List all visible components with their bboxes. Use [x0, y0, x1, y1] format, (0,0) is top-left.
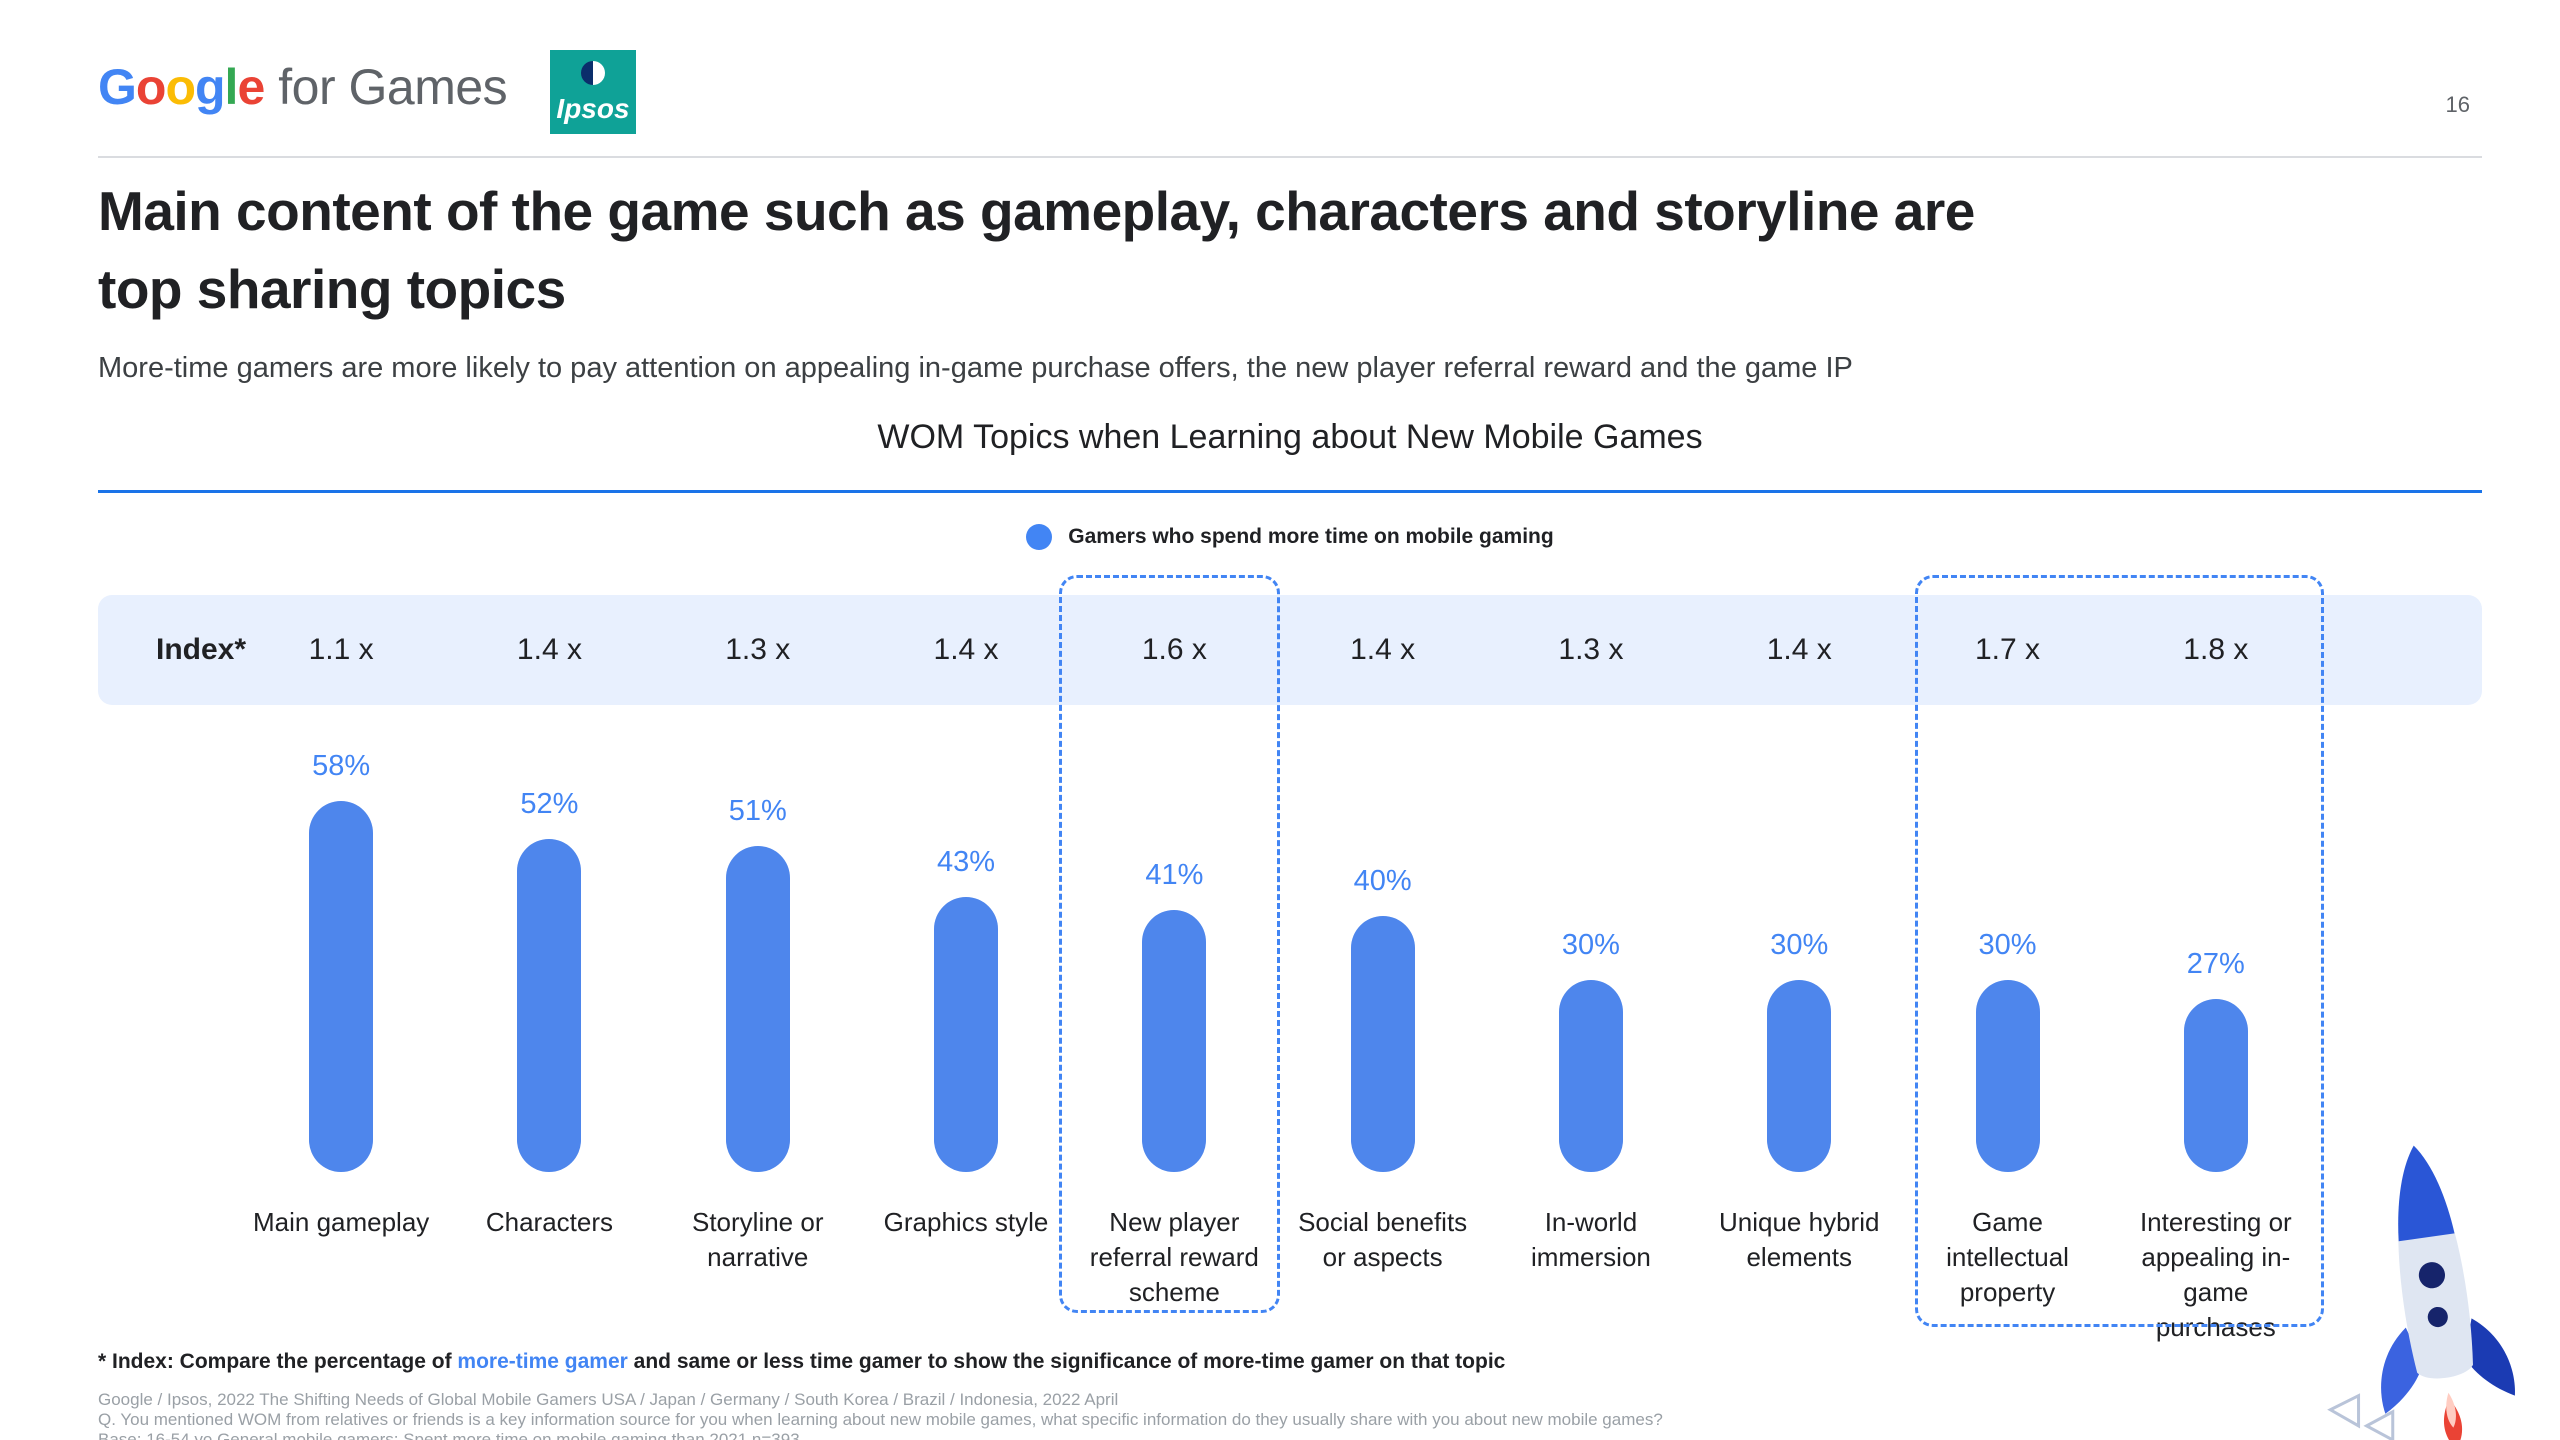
bar-value-label: 52% — [520, 788, 579, 821]
bar — [309, 800, 374, 1172]
source-line: Q. You mentioned WOM from relatives or f… — [98, 1410, 1663, 1429]
bar — [1350, 916, 1415, 1172]
bar-value-label: 58% — [312, 749, 371, 782]
google-for-games-logo: Google for Games — [98, 58, 508, 116]
footnote-prefix: * Index: Compare the percentage of — [98, 1350, 458, 1373]
bar — [1142, 909, 1207, 1172]
source-notes: Google / Ipsos, 2022 The Shifting Needs … — [98, 1390, 1663, 1440]
bar-value-label: 41% — [1145, 858, 1204, 891]
category-label: New player referral reward scheme — [1089, 1207, 1259, 1308]
index-value: 1.8 x — [2183, 633, 2249, 666]
bar — [1767, 980, 1832, 1172]
bar — [2183, 999, 2248, 1172]
bar-column: 52% — [445, 705, 653, 1172]
category-label: Unique hybrid elements — [1719, 1207, 1880, 1273]
page-number: 16 — [2445, 92, 2470, 117]
bar — [934, 896, 999, 1172]
ipsos-logo: Ipsos — [550, 50, 636, 134]
bar-value-label: 40% — [1353, 865, 1412, 897]
highlight-box-ip-and-purchases — [1915, 575, 2324, 1327]
index-value: 1.6 x — [1141, 633, 1207, 666]
bar — [517, 839, 582, 1172]
for-games-label: for Games — [278, 59, 508, 115]
google-letter: G — [98, 59, 137, 115]
page-title: Main content of the game such as gamepla… — [98, 180, 1975, 321]
chart-title-rule — [98, 490, 2482, 493]
index-value: 1.4 x — [1766, 633, 1832, 666]
index-value: 1.3 x — [1558, 633, 1624, 666]
bar-value-label: 30% — [1561, 929, 1620, 961]
ipsos-emblem-icon — [581, 61, 605, 85]
index-value: 1.4 x — [516, 633, 582, 666]
google-letter: o — [135, 59, 167, 115]
index-values-row: 1.1 x 1.4 x 1.3 x 1.4 x 1.6 x 1.4 x 1.3 x 1.4 x… — [237, 595, 2320, 705]
bar-value-label: 43% — [937, 845, 996, 878]
index-value: 1.4 x — [1350, 633, 1416, 666]
bar-column: 30% — [1487, 705, 1695, 1172]
bar-column: 30% — [1903, 705, 2111, 1172]
bar-column: 58% — [237, 705, 445, 1172]
bar — [1975, 980, 2040, 1172]
bar-column: 40% — [1278, 705, 1486, 1172]
index-value: 1.7 x — [1975, 633, 2041, 666]
legend-dot — [1026, 524, 1053, 550]
index-band: Index* 1.1 x 1.4 x 1.3 x 1.4 x 1.6 x 1.4 x 1.3… — [98, 595, 2482, 705]
highlight-box-referral-reward — [1059, 575, 1280, 1313]
index-value: 1.1 x — [308, 633, 374, 666]
category-label: Interesting or appealing in-game purchas… — [2139, 1207, 2292, 1343]
bar-value-label: 27% — [2186, 948, 2245, 981]
bar-value-label: 30% — [1770, 929, 1829, 961]
category-label: Characters — [485, 1207, 614, 1237]
rocket-illustration — [2327, 1145, 2515, 1440]
chart-title: WOM Topics when Learning about New Mobil… — [877, 418, 1703, 456]
bar — [1558, 980, 1623, 1172]
bar-column: 27% — [2112, 705, 2320, 1172]
bar-column: 30% — [1695, 705, 1903, 1172]
chart-plot: 58% 52% 51% 43% 41% 40% 30% 30% 30% 27% — [237, 705, 2320, 1172]
header-divider — [98, 156, 2482, 158]
bar-column: 43% — [862, 705, 1070, 1172]
bar — [725, 845, 790, 1172]
bar-value-label: 30% — [1978, 929, 2037, 961]
ipsos-logo-text: Ipsos — [556, 93, 630, 124]
index-label: Index* — [156, 633, 247, 666]
category-label: Graphics style — [883, 1207, 1049, 1237]
footnote-link: more-time gamer — [457, 1350, 628, 1373]
category-label: In-world immersion — [1530, 1207, 1651, 1273]
google-wordmark: Google — [98, 58, 265, 116]
category-label: Game intellectual property — [1946, 1207, 2069, 1308]
source-line: Google / Ipsos, 2022 The Shifting Needs … — [98, 1390, 1119, 1409]
google-letter: e — [237, 59, 265, 115]
index-footnote: * Index: Compare the percentage of more-… — [98, 1350, 1505, 1374]
bar-column: 51% — [654, 705, 862, 1172]
page-subtitle: More-time gamers are more likely to pay … — [98, 352, 1853, 384]
legend-label: Gamers who spend more time on mobile gam… — [1068, 525, 1554, 548]
google-letter: l — [224, 59, 239, 115]
category-label: Main gameplay — [252, 1207, 430, 1237]
google-letter: o — [165, 59, 196, 115]
index-value: 1.4 x — [933, 633, 999, 666]
bar-value-label: 51% — [728, 794, 787, 827]
category-labels-row: Main gameplay Characters Storyline or narr… — [237, 1205, 2320, 1345]
footnote-suffix: and same or less time gamer to show the … — [627, 1350, 1506, 1373]
source-line: Base: 16-54 yo General mobile gamers; Sp… — [98, 1430, 800, 1440]
chart-legend: Gamers who spend more time on mobile gam… — [98, 524, 2482, 550]
bar-column: 41% — [1070, 705, 1278, 1172]
category-label: Social benefits or aspects — [1298, 1207, 1468, 1273]
index-value: 1.3 x — [725, 633, 791, 666]
google-letter: g — [195, 59, 226, 115]
category-label: Storyline or narrative — [691, 1207, 824, 1273]
